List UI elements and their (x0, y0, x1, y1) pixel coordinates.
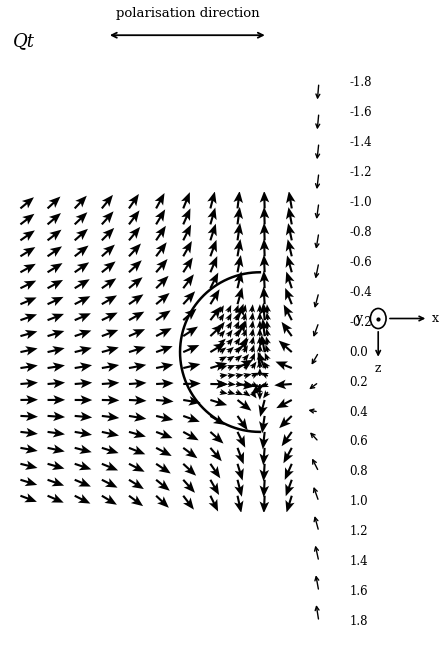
Text: 1.8: 1.8 (350, 615, 368, 629)
Text: 0.0: 0.0 (350, 346, 368, 359)
Text: -0.2: -0.2 (350, 316, 372, 329)
Text: -1.2: -1.2 (350, 166, 372, 179)
Text: -1.6: -1.6 (350, 106, 372, 119)
Text: -1.0: -1.0 (350, 196, 372, 209)
Text: y: y (355, 312, 362, 325)
Text: 1.2: 1.2 (350, 526, 368, 539)
Text: 1.4: 1.4 (350, 556, 368, 569)
Text: x: x (432, 312, 439, 325)
Text: -0.6: -0.6 (350, 256, 372, 269)
Text: -1.8: -1.8 (350, 76, 372, 89)
Text: 0.6: 0.6 (350, 436, 368, 449)
Text: -0.4: -0.4 (350, 286, 372, 299)
Text: Qt: Qt (13, 32, 35, 50)
Text: -1.4: -1.4 (350, 136, 372, 149)
Text: 1.6: 1.6 (350, 585, 368, 599)
Text: 0.8: 0.8 (350, 466, 368, 479)
Text: 0.4: 0.4 (350, 406, 368, 419)
Text: polarisation direction: polarisation direction (116, 7, 259, 20)
Text: -0.8: -0.8 (350, 226, 372, 239)
Text: 0.2: 0.2 (350, 376, 368, 389)
Text: z: z (375, 363, 381, 375)
Text: 1.0: 1.0 (350, 496, 368, 509)
